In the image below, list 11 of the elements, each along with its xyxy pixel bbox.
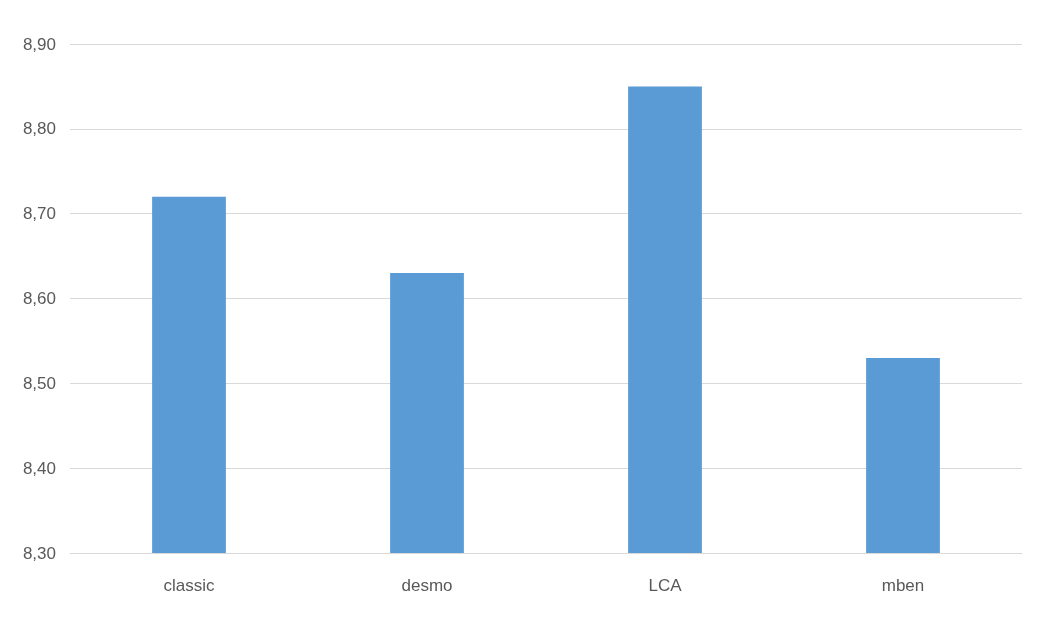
y-tick-label: 8,50 [22,373,56,393]
x-tick-label: classic [163,576,215,595]
x-tick-label: desmo [401,576,453,595]
y-tick-label: 8,40 [22,458,56,478]
y-tick-label: 8,80 [22,119,56,139]
y-tick-label: 8,30 [22,543,56,563]
x-tick-label: mben [881,576,925,595]
y-tick-label: 8,70 [22,204,56,224]
y-tick-label: 8,90 [22,34,56,54]
y-tick-label: 8,60 [22,289,56,308]
x-tick-label: LCA [648,576,683,595]
